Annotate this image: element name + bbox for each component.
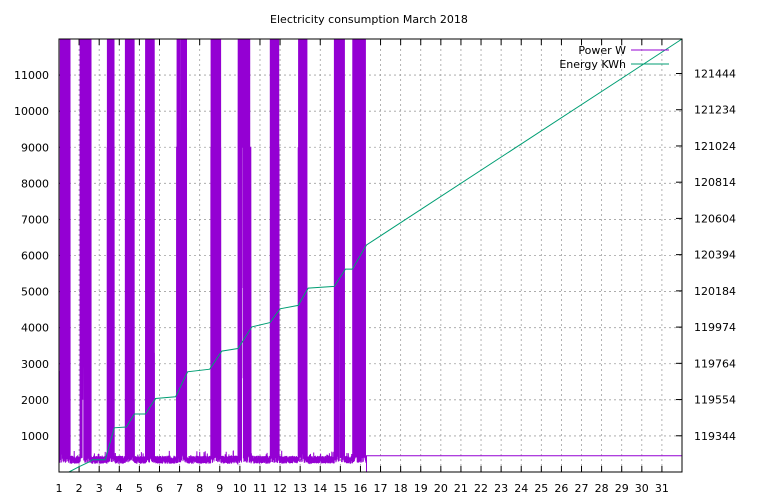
- x-tick-label: 28: [595, 482, 609, 495]
- y-tick-label: 8000: [21, 177, 49, 190]
- plot-frame: [58, 38, 683, 473]
- legend: Power W Energy KWh: [559, 44, 669, 71]
- ticks-layer: 1 2 3 4 5 6 7 8 9 10 11 12 13 14 15 16 17 18 19 20 21 22 23 24 2…: [14, 39, 736, 495]
- y2-tick-label: 120184: [694, 285, 736, 298]
- y2-tick-label: 121024: [694, 140, 736, 153]
- x-tick-label: 18: [394, 482, 408, 495]
- x-tick-label: 6: [156, 482, 163, 495]
- y2-tick-label: 120394: [694, 249, 736, 262]
- x-tick-label: 29: [615, 482, 629, 495]
- x-tick-label: 19: [414, 482, 428, 495]
- y2-tick-label: 119764: [694, 357, 736, 370]
- x-tick-label: 20: [434, 482, 448, 495]
- x-tick-label: 26: [554, 482, 568, 495]
- series-layer: [58, 38, 683, 473]
- y2-tick-label: 119344: [694, 430, 736, 443]
- y2-tick-label: 121444: [694, 68, 736, 81]
- y-tick-label: 11000: [14, 69, 49, 82]
- energy-series-line: [59, 38, 683, 473]
- power-series-line: [58, 38, 683, 472]
- y-tick-label: 9000: [21, 141, 49, 154]
- x-tick-label: 13: [293, 482, 307, 495]
- chart-title: Electricity consumption March 2018: [270, 13, 468, 26]
- x-tick-label: 27: [575, 482, 589, 495]
- x-tick-label: 22: [474, 482, 488, 495]
- y2-tick-label: 120814: [694, 176, 736, 189]
- x-tick-label: 4: [116, 482, 123, 495]
- x-tick-label: 3: [96, 482, 103, 495]
- x-tick-label: 31: [655, 482, 669, 495]
- y2-tick-label: 119974: [694, 321, 736, 334]
- x-tick-label: 1: [56, 482, 63, 495]
- y-tick-label: 7000: [21, 213, 49, 226]
- y-tick-label: 3000: [21, 358, 49, 371]
- x-tick-label: 9: [216, 482, 223, 495]
- x-tick-label: 16: [353, 482, 367, 495]
- y-tick-label: 10000: [14, 105, 49, 118]
- x-tick-label: 30: [635, 482, 649, 495]
- y-tick-label: 4000: [21, 322, 49, 335]
- y-tick-label: 6000: [21, 250, 49, 263]
- x-tick-label: 17: [374, 482, 388, 495]
- y2-tick-label: 119554: [694, 394, 736, 407]
- legend-label-power: Power W: [578, 44, 626, 57]
- legend-label-energy: Energy KWh: [559, 58, 626, 71]
- x-tick-label: 5: [136, 482, 143, 495]
- x-tick-label: 25: [534, 482, 548, 495]
- x-tick-label: 10: [233, 482, 247, 495]
- x-tick-label: 8: [196, 482, 203, 495]
- x-tick-label: 2: [76, 482, 83, 495]
- x-tick-label: 7: [176, 482, 183, 495]
- x-tick-label: 12: [273, 482, 287, 495]
- y-tick-label: 2000: [21, 394, 49, 407]
- x-tick-label: 14: [313, 482, 327, 495]
- x-tick-label: 24: [514, 482, 528, 495]
- x-tick-label: 15: [333, 482, 347, 495]
- x-tick-label: 23: [494, 482, 508, 495]
- y2-tick-label: 120604: [694, 212, 736, 225]
- y-tick-label: 5000: [21, 286, 49, 299]
- x-tick-label: 11: [253, 482, 267, 495]
- y2-tick-label: 121234: [694, 104, 736, 117]
- x-tick-label: 21: [454, 482, 468, 495]
- y-tick-label: 1000: [21, 430, 49, 443]
